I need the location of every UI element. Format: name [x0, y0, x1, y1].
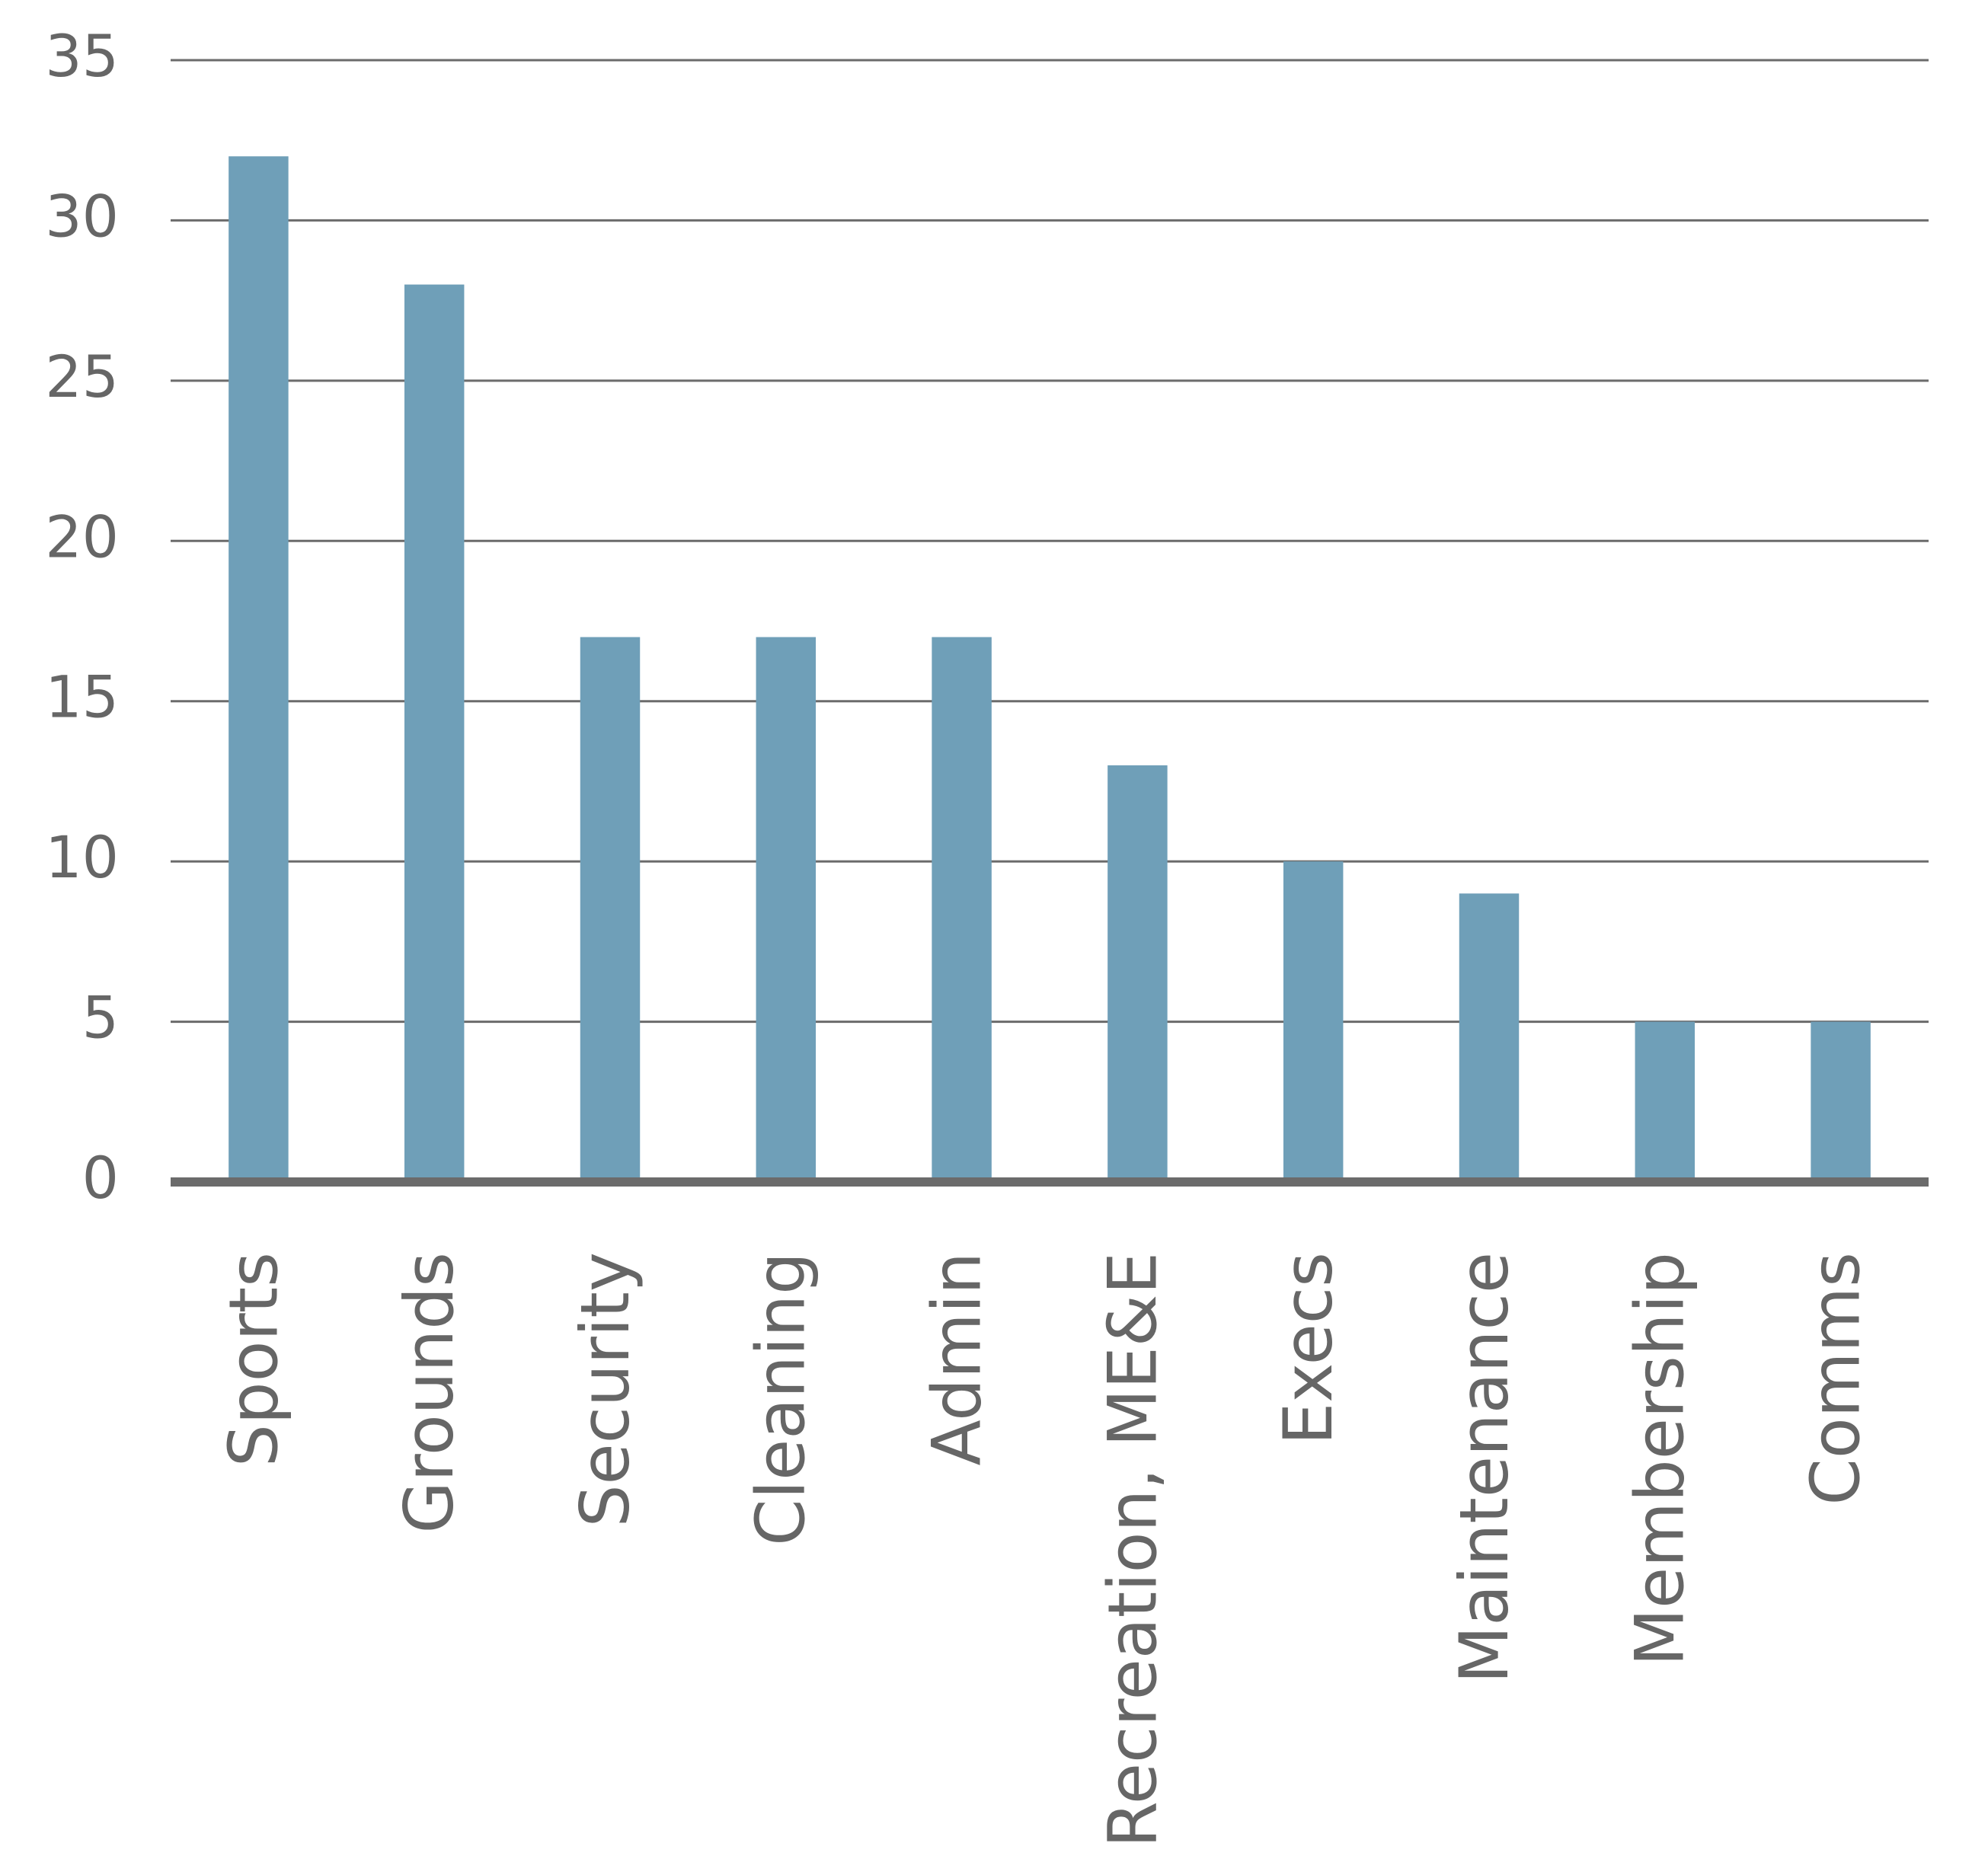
bar — [756, 637, 817, 1182]
x-tick-label: Maintenance — [1445, 1252, 1523, 1684]
x-tick-label: Recreation, ME&E — [1093, 1252, 1171, 1848]
bar — [1283, 861, 1344, 1182]
y-tick-label: 30 — [45, 182, 119, 250]
x-tick-label: Execs — [1269, 1252, 1347, 1445]
y-tick-label: 15 — [45, 663, 119, 731]
bar — [229, 156, 289, 1183]
x-tick-label: Sports — [214, 1252, 292, 1467]
y-tick-label: 10 — [45, 823, 119, 891]
y-tick-label: 25 — [45, 343, 119, 410]
y-tick-label: 35 — [45, 22, 119, 90]
bar — [1635, 1021, 1696, 1182]
bar — [404, 284, 465, 1183]
x-tick-label: Membership — [1621, 1252, 1699, 1666]
x-tick-label: Comms — [1797, 1252, 1875, 1506]
x-tick-label: Security — [566, 1252, 644, 1527]
bar — [580, 637, 641, 1182]
y-tick-label: 0 — [82, 1144, 119, 1212]
bar — [1811, 1021, 1871, 1182]
x-tick-label: Grounds — [390, 1252, 468, 1534]
y-tick-label: 5 — [82, 984, 119, 1052]
x-tick-label: Cleaning — [742, 1252, 820, 1546]
y-tick-label: 20 — [45, 503, 119, 570]
x-tick-label: Admin — [918, 1252, 996, 1465]
bar — [1107, 765, 1168, 1182]
bar — [1459, 893, 1520, 1182]
bar — [932, 637, 992, 1182]
